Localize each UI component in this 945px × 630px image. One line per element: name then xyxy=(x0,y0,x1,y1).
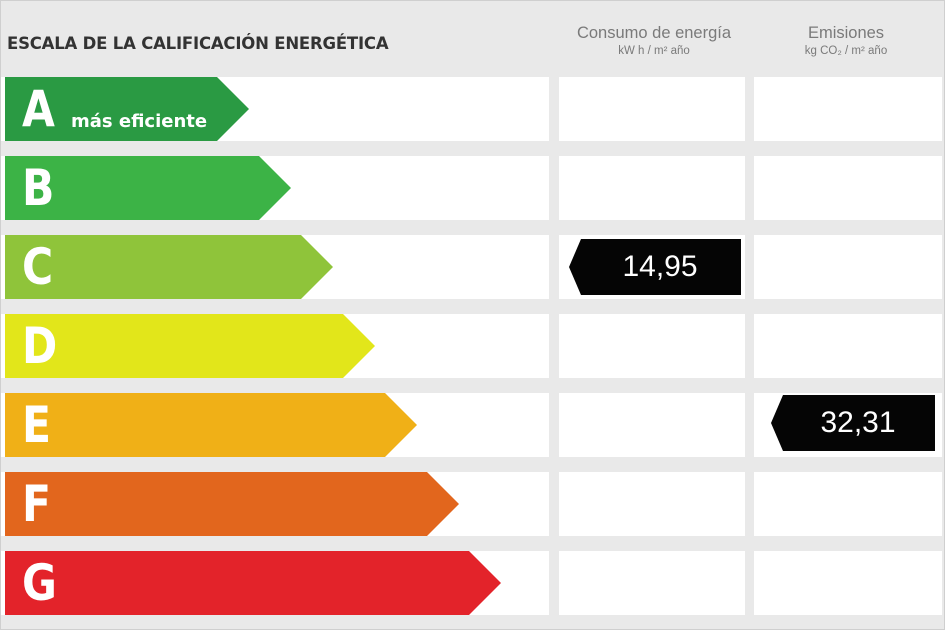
rating-letter: D xyxy=(22,317,58,375)
rating-bar-e: E xyxy=(5,393,417,457)
rating-letter: E xyxy=(22,396,52,454)
emissions-cell xyxy=(754,551,942,615)
consumption-column-header: Consumo de energía kW h / m² año xyxy=(557,23,751,59)
rating-bar-f: F xyxy=(5,472,459,536)
consumption-unit: kW h / m² año xyxy=(618,45,690,57)
emissions-cell xyxy=(754,235,942,299)
consumption-cell xyxy=(559,77,745,141)
emissions-cell xyxy=(754,156,942,220)
emissions-value: 32,31 xyxy=(820,406,896,439)
emissions-cell xyxy=(754,314,942,378)
emissions-value-marker: 32,31 xyxy=(771,395,935,451)
rating-bar-g: G xyxy=(5,551,501,615)
emissions-column-header: Emisiones kg CO₂ / m² año xyxy=(751,23,941,59)
emissions-cell xyxy=(754,472,942,536)
rating-letter: G xyxy=(22,554,57,612)
rating-bar-b: B xyxy=(5,156,291,220)
consumption-cell xyxy=(559,156,745,220)
consumption-value-marker: 14,95 xyxy=(569,239,741,295)
rating-letter: A xyxy=(22,80,55,138)
consumption-cell xyxy=(559,393,745,457)
label-title: ESCALA DE LA CALIFICACIÓN ENERGÉTICA xyxy=(7,34,389,53)
rating-letter: F xyxy=(22,475,52,533)
emissions-unit: kg CO₂ / m² año xyxy=(804,45,888,57)
rating-bar-c: C xyxy=(5,235,333,299)
rating-letter: C xyxy=(22,238,54,296)
consumption-cell xyxy=(559,314,745,378)
consumption-cell xyxy=(559,472,745,536)
consumption-heading: Consumo de energía xyxy=(576,24,732,42)
rating-note: más eficiente xyxy=(71,111,208,132)
consumption-value: 14,95 xyxy=(622,250,698,283)
rating-bar-d: D xyxy=(5,314,375,378)
emissions-heading: Emisiones xyxy=(807,24,885,42)
emissions-cell xyxy=(754,77,942,141)
rating-letter: B xyxy=(22,159,55,217)
consumption-cell xyxy=(559,551,745,615)
